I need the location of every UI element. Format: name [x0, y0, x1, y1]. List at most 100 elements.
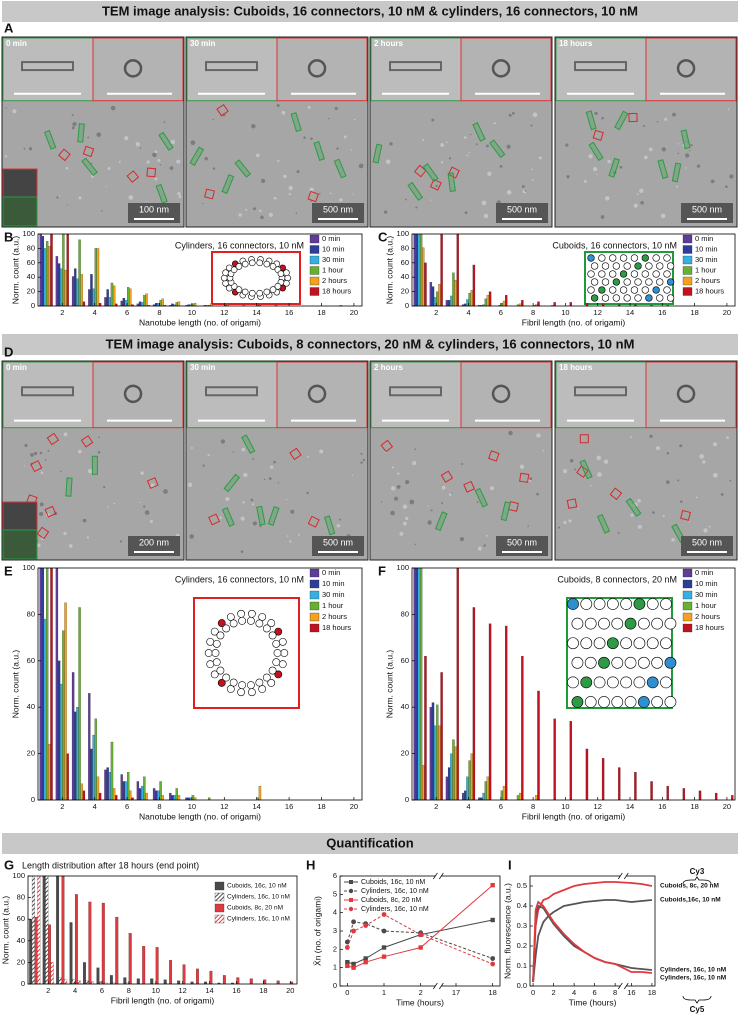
tem-speckle — [105, 186, 107, 188]
bar — [484, 781, 487, 801]
legend-label: Cylinders, 16c, 10 nM — [227, 916, 290, 923]
tem-annotation-box — [447, 172, 456, 192]
legend-swatch — [682, 623, 693, 633]
bar — [41, 567, 45, 801]
inset-helix — [256, 259, 263, 267]
inset-helix — [262, 673, 271, 682]
y-tick-label: 0 — [405, 795, 409, 804]
scale-bar-label: 100 nm — [139, 204, 169, 214]
inset-helix — [637, 656, 650, 669]
tem-speckle — [588, 154, 593, 159]
legend-swatch — [214, 914, 225, 924]
marker — [418, 932, 424, 938]
tem-speckle — [201, 202, 204, 205]
panel-letter: B — [4, 229, 13, 244]
tem-annotation-box — [447, 166, 460, 179]
inset-helix — [206, 637, 215, 646]
tem-speckle — [414, 543, 417, 546]
legend-label: 30 min — [695, 590, 718, 599]
tem-speckle — [396, 485, 401, 489]
header-bar — [2, 833, 738, 854]
tem-speckle — [149, 520, 153, 523]
tem-speckle — [603, 459, 609, 464]
y-axis-label: Norm. count (a.u.) — [0, 896, 10, 965]
bar — [88, 693, 91, 801]
inset-helix — [571, 656, 584, 669]
bar — [45, 567, 49, 801]
tem-speckle — [577, 508, 579, 510]
x-tick-label: 2 — [434, 308, 438, 317]
tem-annotation-box — [44, 505, 57, 518]
tem-speckle — [574, 468, 577, 471]
tem-speckle — [390, 510, 395, 516]
x-tick-label: 4 — [466, 802, 470, 811]
inset-helix — [652, 254, 660, 262]
bar — [472, 607, 476, 801]
tem-speckle — [435, 184, 438, 188]
y-tick-label: 20 — [401, 287, 409, 296]
y-axis-label: X̄n (no. of origami) — [312, 896, 322, 966]
brace — [682, 995, 712, 1004]
tem-zoom-object — [21, 61, 74, 72]
tem-speckle — [596, 455, 602, 461]
series-label: Cuboids, 8c, 20 nM — [660, 883, 719, 890]
tem-speckle — [531, 179, 534, 181]
legend-swatch — [682, 276, 693, 286]
inset-helix — [611, 696, 624, 708]
tem-annotation-box — [592, 129, 604, 141]
bar — [445, 776, 449, 801]
tem-speckle — [415, 206, 418, 209]
inset-helix — [598, 696, 610, 708]
bar — [143, 295, 146, 307]
bar — [88, 289, 91, 307]
inset-helix — [238, 616, 246, 625]
tem-annotation-box — [234, 159, 252, 178]
bar — [415, 233, 419, 307]
tem-zoom-object — [205, 61, 258, 72]
legend-swatch — [309, 234, 320, 244]
y-tick-label: 3 — [333, 926, 337, 935]
plot-frame — [529, 875, 656, 987]
tem-speckle — [66, 204, 68, 206]
tem-speckle — [252, 521, 257, 526]
bar — [650, 781, 653, 801]
bar — [37, 875, 41, 985]
tem-speckle — [110, 105, 116, 111]
bar — [43, 618, 47, 801]
tem-speckle — [245, 208, 248, 211]
panel-letter: E — [4, 563, 13, 578]
marker — [490, 917, 495, 923]
bar — [98, 303, 102, 307]
x-tick-label: 17 — [452, 988, 460, 997]
series-line — [532, 899, 653, 983]
y-tick-label: 60 — [401, 258, 409, 267]
tem-speckle — [187, 482, 193, 488]
bar — [470, 753, 473, 801]
tem-annotation-box — [77, 123, 85, 143]
tem-zoom-object — [389, 61, 442, 72]
tem-zoom-object — [676, 384, 696, 404]
tem-speckle — [339, 198, 343, 202]
marker — [381, 912, 387, 917]
tem-speckle — [339, 518, 342, 521]
inset-helix — [212, 639, 221, 648]
tem-speckle — [260, 215, 264, 220]
inset-helix — [204, 649, 213, 657]
bar — [77, 980, 81, 985]
bar — [505, 625, 508, 801]
x-tick-label: 10 — [188, 802, 196, 811]
tem-speckle — [59, 470, 62, 473]
bar — [62, 233, 65, 307]
series-label: Cylinders, 16c, 10 nM — [660, 975, 726, 982]
x-tick-label: 20 — [723, 308, 731, 317]
tem-annotation-box — [519, 472, 530, 483]
tem-speckle — [71, 114, 74, 117]
bar — [454, 279, 457, 307]
legend-label: 30 min — [322, 590, 345, 599]
bar — [169, 792, 172, 801]
inset-helix — [624, 617, 637, 630]
inset-helix — [609, 270, 617, 278]
x-tick-label: 20 — [286, 986, 294, 995]
tem-speckle — [630, 436, 632, 439]
tem-speckle — [328, 117, 330, 120]
